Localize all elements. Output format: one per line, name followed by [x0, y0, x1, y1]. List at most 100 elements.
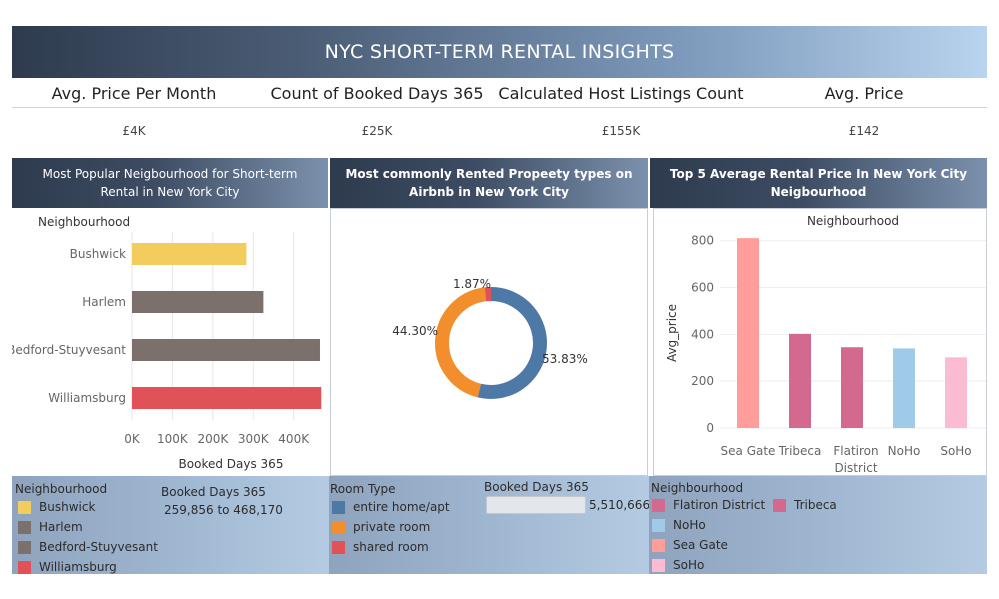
- legend-swatch: [18, 540, 31, 554]
- left-range-title: Booked Days 365: [161, 485, 266, 499]
- kpi-host-listings-label: Calculated Host Listings Count: [498, 84, 744, 103]
- chart-title: Neighbourhood: [807, 214, 899, 228]
- bar: [132, 387, 322, 409]
- legend-label: entire home/apt: [353, 500, 450, 514]
- category-label: Bushwick: [70, 247, 126, 261]
- left-panel-title: Most Popular Neigbourhood for Short-term…: [42, 167, 298, 199]
- y-axis-title: Neighbourhood: [38, 215, 130, 229]
- legend-item-entire-home[interactable]: entire home/apt: [332, 500, 450, 514]
- middle-range-title: Booked Days 365: [484, 480, 589, 494]
- legend-swatch: [18, 520, 31, 534]
- category-label: SoHo: [940, 444, 971, 458]
- avg-price-bar-chart: Neighbourhood 0 200 400 600 800 Avg_price Sea G…: [665, 214, 986, 475]
- dashboard-title: NYC SHORT-TERM RENTAL INSIGHTS: [324, 41, 675, 63]
- left-range-text: 259,856 to 468,170: [164, 503, 283, 517]
- legend-item-williamsburg[interactable]: Williamsburg: [18, 560, 117, 574]
- category-label: District: [834, 461, 877, 475]
- legend-label: SoHo: [673, 558, 705, 572]
- kpi-booked-days-value: £25K: [361, 124, 393, 138]
- kpi-host-listings-value: £155K: [601, 124, 641, 138]
- kpi-divider: [12, 107, 987, 108]
- middle-legend: Room Type entire home/apt private room s…: [329, 476, 649, 574]
- legend-item-shared-room[interactable]: shared room: [332, 540, 429, 554]
- kpi-avg-price-month-label: Avg. Price Per Month: [51, 84, 217, 103]
- room-type-donut-chart: 53.83% 44.30% 1.87%: [392, 277, 588, 399]
- x-tick-label: 400K: [278, 432, 310, 446]
- left-legend: Neighbourhood Bushwick Harlem Bedford-St…: [12, 476, 329, 574]
- middle-panel-body: 53.83% 44.30% 1.87%: [330, 208, 648, 476]
- legend-item-harlem[interactable]: Harlem: [18, 520, 83, 534]
- legend-swatch: [332, 520, 345, 534]
- legend-label: NoHo: [673, 518, 706, 532]
- bar: [132, 339, 320, 361]
- x-tick-label: 100K: [157, 432, 189, 446]
- right-panel-header: Top 5 Average Rental Price In New York C…: [650, 158, 987, 208]
- category-label: NoHo: [888, 444, 921, 458]
- legend-label: Flatiron District: [673, 498, 766, 512]
- legend-swatch: [18, 500, 31, 514]
- x-axis-title: Booked Days 365: [179, 457, 284, 471]
- legend-swatch: [18, 560, 31, 574]
- donut-slice: [435, 287, 487, 398]
- category-label: Sea Gate: [721, 444, 776, 458]
- category-label: Bedford-Stuyvesant: [12, 343, 126, 357]
- size-range-bar: [486, 496, 586, 514]
- category-label: Tribeca: [778, 444, 822, 458]
- left-panel-body: Neighbourhood 0K 100K 200K 300K 400K Bushwick H…: [7, 208, 328, 476]
- y-tick-label: 800: [691, 234, 714, 248]
- legend-swatch: [652, 498, 665, 512]
- legend-label: Sea Gate: [673, 538, 728, 552]
- middle-panel-title: Most commonly Rented Propeety types on A…: [345, 167, 633, 199]
- x-tick-label: 200K: [197, 432, 229, 446]
- slice-label: 1.87%: [453, 277, 491, 291]
- legend-item-sea-gate[interactable]: Sea Gate: [652, 538, 728, 552]
- bar: [945, 357, 967, 428]
- bar: [132, 291, 264, 313]
- kpi-avg-price-label: Avg. Price: [824, 84, 904, 103]
- y-tick-label: 0: [706, 421, 714, 435]
- y-axis-title: Avg_price: [665, 304, 679, 362]
- right-panel-title: Top 5 Average Rental Price In New York C…: [669, 167, 968, 199]
- kpi-row: Avg. Price Per Month Count of Booked Day…: [12, 78, 987, 156]
- middle-panel-header: Most commonly Rented Propeety types on A…: [330, 158, 648, 208]
- legend-item-bushwick[interactable]: Bushwick: [18, 500, 95, 514]
- legend-label: Williamsburg: [39, 560, 117, 574]
- y-tick-label: 600: [691, 281, 714, 295]
- category-label: Flatiron: [833, 444, 878, 458]
- bar: [737, 238, 759, 428]
- neighbourhood-bar-chart: Neighbourhood 0K 100K 200K 300K 400K Bushwick H…: [7, 215, 322, 471]
- legend-label: private room: [353, 520, 431, 534]
- legend-item-noho[interactable]: NoHo: [652, 518, 706, 532]
- category-label: Harlem: [82, 295, 126, 309]
- legend-item-bedford-stuyvesant[interactable]: Bedford-Stuyvesant: [18, 540, 158, 554]
- bar: [132, 243, 247, 265]
- right-legend: Neighbourhood Flatiron District Tribeca …: [649, 476, 987, 574]
- kpi-avg-price-value: £142: [848, 124, 880, 138]
- middle-range-text: 5,510,666: [589, 498, 649, 512]
- legend-swatch: [652, 558, 665, 572]
- y-tick-label: 200: [691, 374, 714, 388]
- legend-swatch: [773, 498, 786, 512]
- legend-label: Harlem: [39, 520, 83, 534]
- x-tick-label: 0K: [124, 432, 141, 446]
- legend-item-soho[interactable]: SoHo: [652, 558, 704, 572]
- left-panel-header: Most Popular Neigbourhood for Short-term…: [12, 158, 328, 208]
- legend-label: shared room: [353, 540, 429, 554]
- donut-slice: [477, 287, 547, 399]
- bar: [893, 348, 915, 428]
- legend-label: Bedford-Stuyvesant: [39, 540, 158, 554]
- category-label: Williamsburg: [48, 391, 126, 405]
- bar: [841, 347, 863, 428]
- right-legend-title: Neighbourhood: [651, 481, 744, 495]
- legend-label: Bushwick: [39, 500, 96, 514]
- legend-item-flatiron-district[interactable]: Flatiron District: [652, 498, 765, 512]
- dashboard-title-banner: NYC SHORT-TERM RENTAL INSIGHTS: [12, 26, 987, 78]
- x-tick-label: 300K: [238, 432, 270, 446]
- kpi-avg-price-month-value: £4K: [122, 124, 146, 138]
- legend-item-tribeca[interactable]: Tribeca: [773, 498, 837, 512]
- legend-item-private-room[interactable]: private room: [332, 520, 430, 534]
- slice-label: 44.30%: [392, 324, 438, 338]
- kpi-booked-days-label: Count of Booked Days 365: [270, 84, 484, 103]
- legend-swatch: [652, 538, 665, 552]
- legend-swatch: [652, 518, 665, 532]
